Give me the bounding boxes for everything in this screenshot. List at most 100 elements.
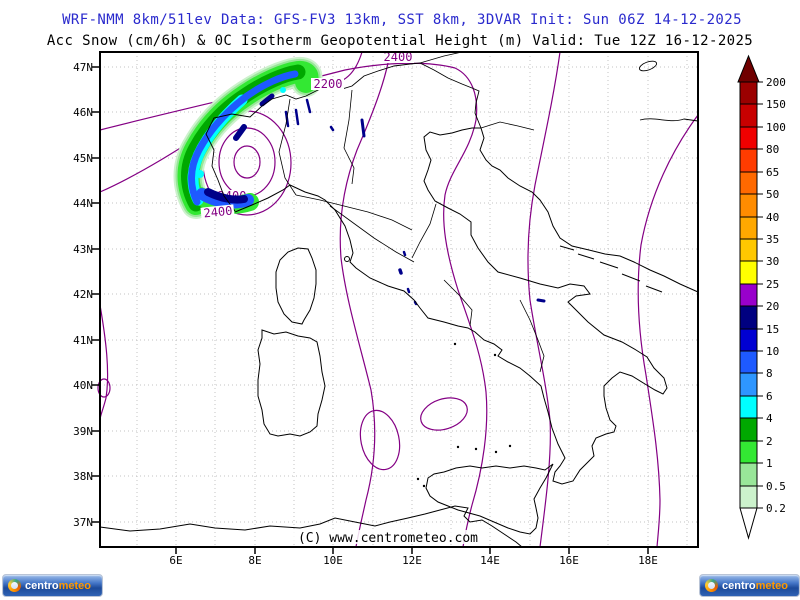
colorbar-value: 6 xyxy=(766,390,773,403)
lon-label: 12E xyxy=(402,554,422,567)
coastline-north-africa xyxy=(99,505,523,548)
lat-label: 44N xyxy=(73,197,93,210)
lat-label: 41N xyxy=(73,334,93,347)
contour-label-halo xyxy=(311,78,344,90)
coastline-balkan xyxy=(479,127,699,293)
colorbar-segment xyxy=(739,81,758,105)
contour-label-halo xyxy=(200,204,235,220)
snow-core-navy xyxy=(259,93,275,107)
contour-label: 2400 xyxy=(203,204,233,221)
border-region xyxy=(411,203,437,259)
contour-ring xyxy=(97,378,111,398)
colorbar-segment xyxy=(739,171,758,195)
colorbar-value: 2 xyxy=(766,435,773,448)
alpine-lakes xyxy=(284,98,546,306)
colorbar-value: 150 xyxy=(766,98,786,111)
lon-label: 6E xyxy=(169,554,182,567)
lat-label: 45N xyxy=(73,152,93,165)
colorbar-value: 200 xyxy=(766,76,786,89)
snow-colorbar: 200 150 100 80 65 50 40 35 30 25 20 15 1… xyxy=(737,54,786,540)
colorbar-segment xyxy=(739,193,758,218)
border-region xyxy=(443,279,473,327)
lon-label: 8E xyxy=(248,554,261,567)
contour-ring xyxy=(359,409,401,471)
lake xyxy=(329,125,335,132)
watermark-text: (C) www.centrometeo.com xyxy=(298,531,478,546)
contour-line xyxy=(527,51,561,548)
centrometeo-logo-text: centrometeo xyxy=(722,580,788,592)
colorbar-segment xyxy=(739,462,758,487)
lake xyxy=(536,298,546,303)
snow-layer-blue xyxy=(188,70,299,206)
colorbar-segment xyxy=(739,305,758,330)
colorbar-segment xyxy=(739,103,758,128)
lon-label: 18E xyxy=(638,554,658,567)
border-region xyxy=(519,299,545,373)
colorbar-value: 30 xyxy=(766,255,779,268)
contour-line xyxy=(637,114,699,548)
snow-spot-cyan xyxy=(196,170,204,178)
colorbar-segment xyxy=(739,417,758,442)
colorbar-segment xyxy=(739,216,758,240)
latitude-axis: 47N 46N 45N 44N 43N 42N 41N 40N 39N 38N … xyxy=(73,61,93,529)
lake xyxy=(305,98,312,114)
lat-label: 42N xyxy=(73,288,93,301)
islands-dalmatia xyxy=(559,245,663,293)
model-init-title: WRF-NMM 8km/51lev Data: GFS-FV3 13km, SS… xyxy=(62,12,742,28)
snow-core-navy xyxy=(233,124,247,141)
lake xyxy=(360,118,366,138)
colorbar-labels: 200 150 100 80 65 50 40 35 30 25 20 15 1… xyxy=(766,76,786,515)
colorbar-segment xyxy=(739,485,758,509)
lon-ticks xyxy=(175,547,649,554)
centrometeo-logo-left[interactable]: centrometeo xyxy=(2,574,103,597)
colorbar-value: 4 xyxy=(766,412,773,425)
contour-line xyxy=(99,62,488,548)
island-dot xyxy=(474,447,478,451)
border-region xyxy=(295,194,413,231)
logo-text-meteo: meteo xyxy=(58,579,92,592)
colorbar-segment xyxy=(739,395,758,419)
watermark: (C) www.centrometeo.com xyxy=(292,530,484,546)
lat-label: 46N xyxy=(73,106,93,119)
island-dot xyxy=(422,484,426,488)
map-frame xyxy=(99,51,699,548)
colorbar-value: 8 xyxy=(766,367,773,380)
colorbar-value: 10 xyxy=(766,345,779,358)
colorbar-value: 0.5 xyxy=(766,480,786,493)
lat-label: 40N xyxy=(73,379,93,392)
colorbar-segment xyxy=(739,260,758,285)
island-dot xyxy=(416,477,420,481)
coastlines-and-borders xyxy=(99,51,699,548)
colorbar-arrow xyxy=(737,54,760,83)
logo-text-meteo: meteo xyxy=(755,579,789,592)
field-valid-title: Acc Snow (cm/6h) & 0C Isotherm Geopotent… xyxy=(47,33,753,49)
centrometeo-logo-right[interactable]: centrometeo xyxy=(699,574,800,597)
lat-lon-gridlines xyxy=(100,52,698,547)
colorbar-value: 65 xyxy=(766,166,779,179)
colorbar-segment xyxy=(739,238,758,262)
logo-text-centro: centro xyxy=(722,579,756,592)
logo-text-centro: centro xyxy=(25,579,59,592)
island-elba xyxy=(344,256,350,262)
coastline-sardinia xyxy=(257,329,326,437)
contour-labels: 2400 2200 2400 xyxy=(200,50,414,220)
colorbar-segment xyxy=(739,440,758,464)
coastline-sicily xyxy=(425,463,554,535)
colorbar-value: 15 xyxy=(766,323,779,336)
border-region xyxy=(278,98,297,196)
colorbar-segment xyxy=(739,372,758,397)
colorbar-segment xyxy=(739,148,758,173)
lon-label: 16E xyxy=(559,554,579,567)
lake xyxy=(398,268,403,275)
contour-label: 2200 xyxy=(314,77,343,91)
colorbar-value: 0.2 xyxy=(766,502,786,515)
colorbar-value: 100 xyxy=(766,121,786,134)
colorbar-value: 35 xyxy=(766,233,779,246)
river-line xyxy=(639,118,699,122)
colorbar-value: 20 xyxy=(766,300,779,313)
border-region xyxy=(343,89,355,185)
colorbar-segment xyxy=(739,350,758,374)
contour-ring xyxy=(420,397,468,431)
lake xyxy=(402,250,407,257)
island-dot xyxy=(453,342,457,346)
